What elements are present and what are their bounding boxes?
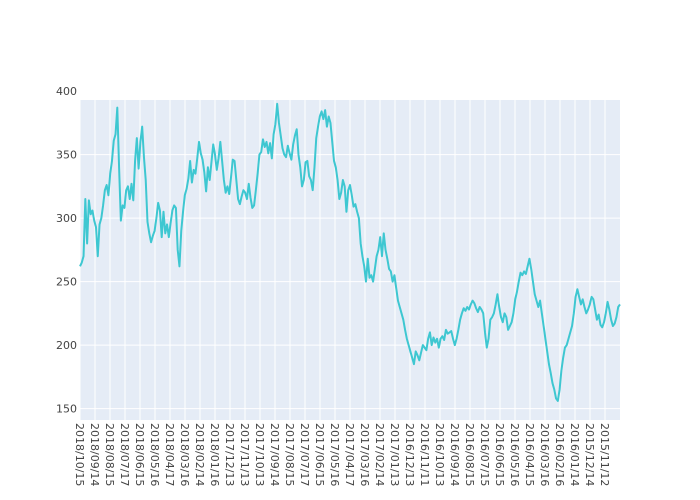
x-tick-label: 2017/07/17 [298,423,311,486]
x-tick-label: 2015/12/14 [583,423,596,486]
y-tick-label: 250 [56,276,77,289]
series-line [79,102,621,402]
x-tick-label: 2016/11/11 [418,423,431,486]
x-tick-label: 2016/03/16 [538,423,551,486]
x-axis: 2018/10/15 2018/09/14 2018/08/15 2018/07/17… [73,423,611,486]
x-tick-label: 2018/02/14 [193,423,206,486]
x-tick-label: 2017/10/13 [253,423,266,486]
x-tick-label: 2017/06/15 [313,423,326,486]
y-tick-label: 150 [56,403,77,416]
x-tick-label: 2018/03/16 [178,423,191,486]
x-tick-label: 2015/11/12 [598,423,611,486]
y-tick-label: 200 [56,339,77,352]
x-tick-label: 2018/01/16 [208,423,221,486]
x-tick-label: 2016/12/13 [403,423,416,486]
y-tick-label: 350 [56,149,77,162]
x-tick-label: 2016/06/15 [493,423,506,486]
x-tick-label: 2016/02/16 [553,423,566,486]
x-tick-label: 2018/09/14 [88,423,101,486]
x-tick-label: 2017/12/13 [223,423,236,486]
x-tick-label: 2017/11/13 [238,423,251,486]
x-tick-label: 2017/03/16 [358,423,371,486]
x-tick-label: 2018/04/17 [163,423,176,486]
y-tick-label: 400 [56,85,77,98]
x-tick-label: 2018/08/15 [103,423,116,486]
x-tick-label: 2018/07/17 [118,423,131,486]
x-tick-label: 2016/05/16 [508,423,521,486]
y-axis: 150 200 250 300 350 400 [56,85,77,415]
x-tick-label: 2017/08/15 [283,423,296,486]
grid [79,90,620,420]
x-tick-label: 2016/04/15 [523,423,536,486]
y-tick-label: 300 [56,212,77,225]
x-tick-label: 2016/10/13 [433,423,446,486]
x-tick-label: 2016/01/14 [568,423,581,486]
x-tick-label: 2017/01/13 [388,423,401,486]
x-tick-label: 2016/09/14 [448,423,461,486]
x-tick-label: 2017/05/16 [328,423,341,486]
x-tick-label: 2018/10/15 [73,423,86,486]
x-tick-label: 2018/06/15 [133,423,146,486]
x-tick-label: 2016/07/15 [478,423,491,486]
x-tick-label: 2017/09/14 [268,423,281,486]
series-group [79,102,621,402]
x-tick-label: 2017/02/14 [373,423,386,486]
x-tick-label: 2016/08/15 [463,423,476,486]
x-tick-label: 2017/04/17 [343,423,356,486]
x-tick-label: 2018/05/16 [148,423,161,486]
